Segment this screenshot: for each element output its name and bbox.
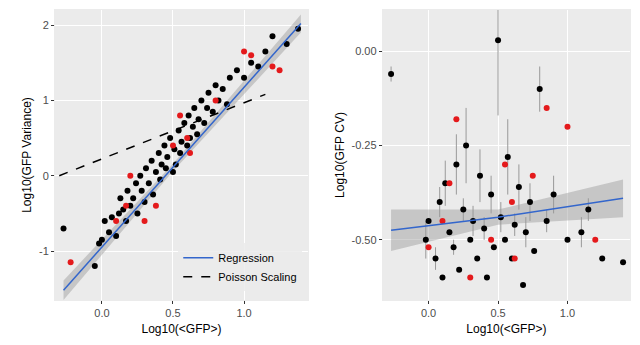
svg-text:0.0: 0.0 bbox=[421, 307, 436, 319]
svg-text:1.0: 1.0 bbox=[236, 307, 251, 319]
svg-text:1.0: 1.0 bbox=[560, 307, 575, 319]
svg-text:-0.50: -0.50 bbox=[351, 234, 376, 246]
svg-text:Regression: Regression bbox=[218, 252, 274, 264]
svg-text:Log10(GFP CV): Log10(GFP CV) bbox=[333, 112, 347, 198]
svg-text:0: 0 bbox=[43, 170, 49, 182]
svg-text:0.5: 0.5 bbox=[490, 307, 505, 319]
svg-text:Poisson Scaling: Poisson Scaling bbox=[218, 271, 296, 283]
svg-text:0.0: 0.0 bbox=[94, 307, 109, 319]
svg-text:0.00: 0.00 bbox=[355, 45, 376, 57]
svg-text:-1: -1 bbox=[39, 245, 49, 257]
svg-text:2: 2 bbox=[43, 19, 49, 31]
svg-text:Log10(GFP Variance): Log10(GFP Variance) bbox=[20, 97, 34, 213]
svg-text:0.5: 0.5 bbox=[165, 307, 180, 319]
svg-text:Log10(<GFP>): Log10(<GFP>) bbox=[141, 322, 221, 336]
svg-text:1: 1 bbox=[43, 94, 49, 106]
svg-text:Log10(<GFP>): Log10(<GFP>) bbox=[466, 322, 546, 336]
svg-text:-0.25: -0.25 bbox=[351, 139, 376, 151]
